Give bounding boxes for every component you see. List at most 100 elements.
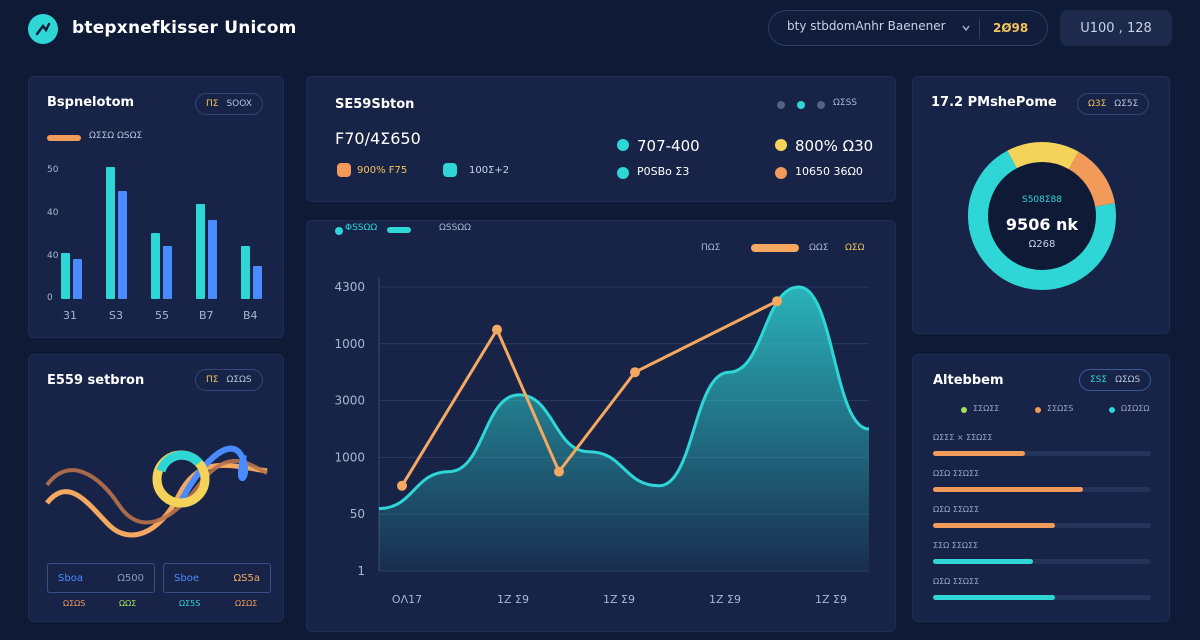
progress-track	[933, 487, 1151, 492]
progress-legend-dot	[1109, 407, 1115, 413]
account-button[interactable]: U100 , 128	[1060, 10, 1172, 46]
progress-track	[933, 523, 1151, 528]
wave-sub: ΩΣΩS	[63, 599, 86, 608]
main-x-label: OΛ17	[392, 593, 422, 606]
bar-blue	[208, 219, 217, 299]
progress-fill	[933, 523, 1056, 528]
bar-x-label: S3	[109, 309, 123, 322]
pager-dot[interactable]	[777, 101, 785, 109]
wave-btn-b-right: ΩS5a	[233, 572, 260, 584]
orange-point	[772, 296, 782, 307]
search-input[interactable]	[787, 19, 957, 33]
kpi-row-dot	[775, 167, 787, 179]
donut-chart	[968, 142, 1116, 290]
kpi-dots-label: ΩΣSS	[833, 98, 857, 108]
kpi-row-text: 707-400	[637, 137, 700, 155]
main-top-legend-a: ΠΩΣ	[701, 243, 721, 253]
main-y-label: 3000	[334, 394, 365, 408]
progress-row-label: ΩΣΩ ΣΣΩΣΣ	[933, 577, 980, 586]
teal-status-icon	[443, 163, 457, 177]
progress-track	[933, 595, 1151, 600]
bar-x-label: B4	[243, 309, 258, 322]
main-y-label: 1000	[334, 450, 365, 464]
bar-blue	[73, 259, 82, 299]
bar-teal	[61, 252, 70, 299]
orange-point	[554, 466, 564, 477]
progress-fill	[933, 451, 1025, 456]
progress-legend-text: ΣΣΩΣS	[1047, 404, 1074, 413]
progress-pill-a: ΣSΣ	[1090, 375, 1108, 385]
wave-illustration	[45, 445, 268, 538]
kpi-row-text: 10650 36Ω0	[795, 165, 863, 178]
wave-brown	[45, 459, 268, 525]
donut-card-title: 17.2 PMshePome	[931, 95, 1057, 110]
progress-row-label: ΩΣΩ ΣΣΩΣΣ	[933, 505, 980, 514]
progress-card-title: Altebbem	[933, 373, 1004, 388]
donut-center-sub: Ω268	[1028, 239, 1056, 250]
donut-card: 17.2 PMshePome Ω3Σ ΩΣ5Σ S508Σ88 9506 nk …	[912, 76, 1170, 334]
app-logo-icon[interactable]	[28, 14, 58, 44]
progress-pill-b: ΩΣΩS	[1115, 375, 1141, 385]
progress-fill	[933, 595, 1056, 600]
main-y-label: 4300	[334, 280, 365, 294]
search-box[interactable]: 2Ø98	[768, 10, 1048, 46]
donut-card-pill[interactable]: Ω3Σ ΩΣ5Σ	[1077, 93, 1150, 115]
orange-point	[492, 324, 502, 335]
donut-pill-a: Ω3Σ	[1088, 99, 1107, 109]
donut-segment-orange	[968, 142, 1116, 290]
wave-button-a[interactable]: Sboa Ω500	[47, 563, 155, 593]
progress-card: Altebbem ΣSΣ ΩΣΩS ΣΣΩΣΣ ΣΣΩΣS ΩΣΩΣΩ ΩΣΣΣ ×…	[912, 354, 1170, 622]
bar-legend-swatch	[47, 135, 81, 141]
bar-teal	[106, 167, 115, 299]
pager-dot-active[interactable]	[797, 101, 805, 109]
chevron-down-icon[interactable]	[961, 23, 971, 33]
main-x-label: 1Z Σ9	[603, 593, 635, 606]
wave-pill-a: ΠΣ	[206, 375, 219, 385]
bar-card-pill[interactable]: ΠΣ SOOX	[195, 93, 263, 115]
progress-legend-text: ΣΣΩΣΣ	[973, 404, 1000, 413]
main-legend-swatch	[387, 227, 411, 233]
bar-y-label: 0	[47, 293, 53, 303]
main-top-legend-c: ΩΣΩ	[845, 243, 865, 253]
kpi-sub-b: 100Σ+2	[469, 165, 510, 176]
kpi-main-value: F70/4Σ650	[335, 129, 421, 148]
progress-card-pill[interactable]: ΣSΣ ΩΣΩS	[1079, 369, 1152, 391]
progress-row-label: ΩΣΣΣ × ΣΣΩΣΣ	[933, 433, 993, 442]
wave-btn-b-left: Sboe	[174, 572, 199, 584]
wave-button-b[interactable]: Sboe ΩS5a	[163, 563, 271, 593]
progress-row-label: ΩΣΩ ΣΣΩΣΣ	[933, 469, 980, 478]
donut-pill-b: ΩΣ5Σ	[1114, 99, 1139, 109]
bar-chart-card: Bspnelotom ΠΣ SOOX ΩΣΣΩ ΩSΩΣ 50 40 40 0 …	[28, 76, 284, 338]
wave-btn-a-left: Sboa	[58, 572, 83, 584]
search-divider	[979, 19, 980, 39]
donut-hole	[978, 152, 1106, 280]
wave-card-pill[interactable]: ΠΣ ΩΣΩS	[195, 369, 263, 391]
top-bar: btepxnefkisser Unicom 2Ø98 U100 , 128	[0, 0, 1200, 60]
wave-sub: ΩΩΣ	[119, 599, 137, 608]
kpi-row-dot	[617, 139, 629, 151]
search-badge: 2Ø98	[993, 21, 1029, 35]
bar-blue	[118, 190, 127, 299]
main-legend-dot	[335, 227, 343, 235]
pager-dot[interactable]	[817, 101, 825, 109]
kpi-sub-a: 900% F75	[357, 165, 408, 176]
progress-track	[933, 451, 1151, 456]
wave-sub: ΩΣ5S	[179, 599, 201, 608]
bar-blue	[253, 266, 262, 299]
main-x-label: 1Z Σ9	[497, 593, 529, 606]
app-title: btepxnefkisser Unicom	[72, 18, 297, 38]
bar-card-title: Bspnelotom	[47, 95, 135, 110]
area-fill	[379, 287, 869, 571]
wave-sub: ΩΣΩΣ	[235, 599, 258, 608]
orange-point	[397, 480, 407, 491]
wave-btn-a-right: Ω500	[117, 572, 144, 584]
main-chart-card: ΦSSΩΩ ΩSSΩΩ ΠΩΣ ΩΩΣ ΩΣΩ 4300 1000 3000 1000…	[306, 220, 896, 632]
orange-point	[630, 367, 640, 378]
main-legend-a: ΦSSΩΩ	[345, 223, 378, 233]
kpi-row-dot	[775, 139, 787, 151]
main-x-label: 1Z Σ9	[709, 593, 741, 606]
bar-legend-text: ΩΣΣΩ ΩSΩΣ	[89, 131, 143, 141]
wave-card-title: E559 setbron	[47, 373, 145, 388]
bar-teal	[241, 246, 250, 299]
main-area-chart: 4300 1000 3000 1000 50 1 OΛ17 1Z Σ9 1Z Σ9 1Z Σ9 1Z…	[334, 277, 870, 606]
